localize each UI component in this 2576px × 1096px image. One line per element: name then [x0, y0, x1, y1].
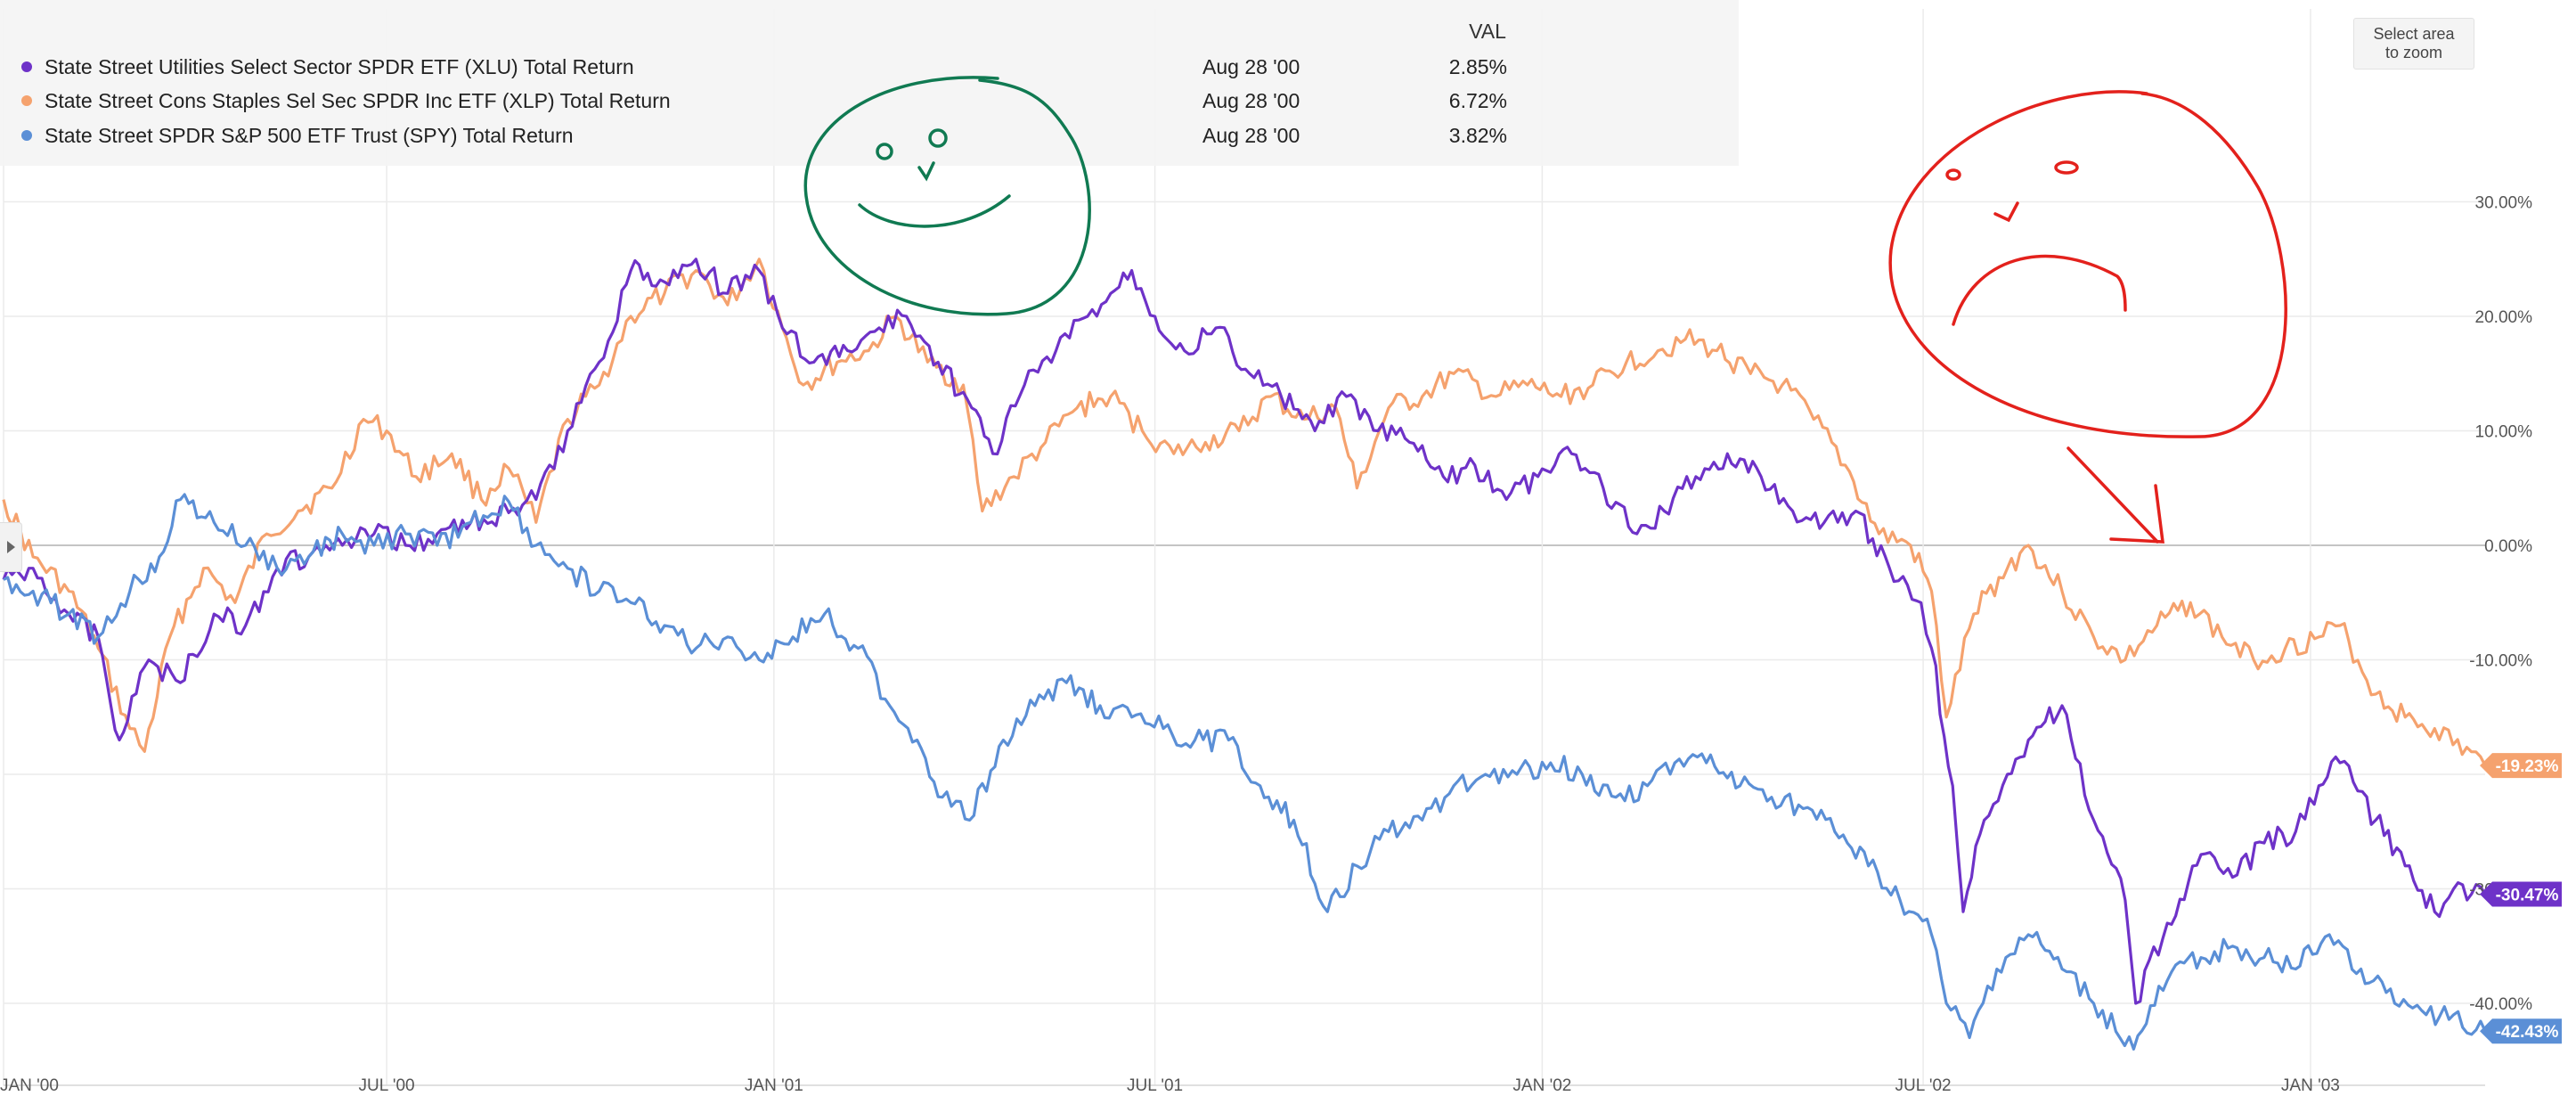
y-tick-label: -40.00% [2469, 995, 2532, 1014]
series-line-0 [2, 258, 2487, 766]
end-label-tag [2480, 881, 2562, 907]
legend-value: 3.82% [1449, 124, 1507, 147]
legend-series-name: State Street Cons Staples Sel Sec SPDR I… [45, 89, 671, 112]
series-lines [2, 258, 2487, 1051]
arrow-shaft [2067, 446, 2159, 544]
legend-date: Aug 28 '00 [1202, 55, 1300, 78]
sad-face-mouth [1952, 254, 2127, 326]
x-tick-label: JUL '01 [1127, 1076, 1183, 1095]
y-tick-label: 30.00% [2475, 194, 2533, 213]
legend-panel: VAL State Street Utilities Select Sector… [0, 0, 1739, 166]
legend-date: Aug 28 '00 [1202, 124, 1300, 147]
y-tick-label: 0.00% [2484, 537, 2532, 556]
legend-date: Aug 28 '00 [1202, 89, 1300, 112]
x-axis: JAN '00 JUL '00 JAN '01 JUL '01 JAN '02 JUL '… [0, 1076, 2485, 1095]
legend-row-xlu[interactable]: State Street Utilities Select Sector SPD… [21, 55, 1507, 78]
legend-marker [21, 61, 32, 72]
sad-face-outline [1888, 90, 2287, 438]
end-label-tag [2480, 1018, 2562, 1044]
end-labels: -19.23% -30.47% -42.43% [2480, 753, 2562, 1044]
smiley-left-eye [876, 143, 893, 160]
x-tick-label: JAN '03 [2281, 1076, 2340, 1095]
x-tick-label: JAN '01 [745, 1076, 803, 1095]
legend-toggle-button[interactable] [0, 522, 22, 572]
sad-face-left-eye [1945, 168, 1961, 181]
y-tick-label: 10.00% [2475, 423, 2533, 442]
y-tick-label: 20.00% [2475, 308, 2533, 327]
end-label-value: -19.23% [2496, 757, 2559, 776]
select-area-zoom-button[interactable]: Select area to zoom [2353, 18, 2474, 70]
legend-marker [21, 130, 32, 141]
grid [3, 9, 2485, 1085]
end-label-value: -42.43% [2496, 1023, 2559, 1042]
legend-series-name: State Street Utilities Select Sector SPD… [45, 55, 634, 78]
legend-row-xlp[interactable]: State Street Cons Staples Sel Sec SPDR I… [21, 89, 1507, 112]
x-tick-label: JUL '02 [1895, 1076, 1952, 1095]
end-value-label: -19.23% [2480, 753, 2562, 779]
smiley-outline [803, 76, 1091, 316]
end-label-value: -30.47% [2496, 887, 2559, 905]
end-value-label: -30.47% [2480, 881, 2562, 907]
y-axis: 30.00%20.00%10.00%0.00%-10.00%-30.00%-40… [2469, 194, 2532, 1015]
series-line-1 [2, 258, 2487, 1005]
end-label-tag [2480, 753, 2562, 779]
end-value-label: -42.43% [2480, 1018, 2562, 1044]
legend-series-name: State Street SPDR S&P 500 ETF Trust (SPY… [45, 124, 574, 147]
x-tick-label: JAN '02 [1512, 1076, 1571, 1095]
annotation-sad-face [1888, 90, 2287, 544]
annotation-smiley-face [803, 76, 1091, 316]
legend-marker [21, 95, 32, 106]
sad-face-right-eye [2054, 160, 2079, 175]
sad-face-nose [1993, 201, 2019, 223]
smiley-right-eye [928, 128, 948, 148]
arrow-head [2109, 484, 2164, 544]
smiley-mouth [858, 194, 1011, 228]
x-tick-label: JAN '00 [0, 1076, 59, 1095]
legend-value: 6.72% [1449, 89, 1507, 112]
series-line-2 [3, 493, 2487, 1051]
legend-row-spy[interactable]: State Street SPDR S&P 500 ETF Trust (SPY… [21, 124, 1507, 147]
legend-header: VAL [1469, 20, 1506, 43]
smiley-nose [917, 161, 935, 182]
caret-right-icon [7, 541, 15, 553]
legend-value: 2.85% [1449, 55, 1507, 78]
y-tick-label: -10.00% [2469, 652, 2532, 671]
x-tick-label: JUL '00 [359, 1076, 415, 1095]
legend-background [0, 0, 1739, 166]
